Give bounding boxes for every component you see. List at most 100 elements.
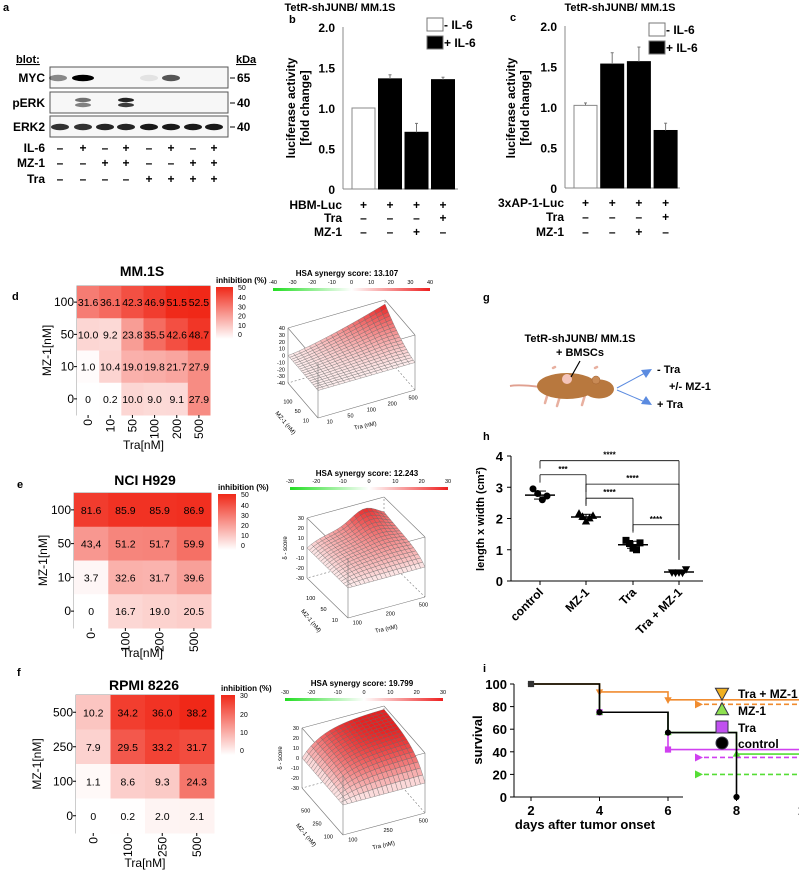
arrow-minus-tra	[616, 372, 646, 389]
condition-label: HBM-Luc	[289, 198, 342, 212]
marker-circle	[538, 496, 546, 504]
treatment-value: +	[210, 141, 217, 155]
x-tick-label: 0	[86, 837, 100, 844]
x-tick-label: 500	[408, 396, 417, 402]
heatmap-cell-value: 51.7	[149, 539, 170, 551]
heatmap-cell	[77, 350, 100, 384]
y-tick-label: 80	[493, 700, 507, 715]
condition-value: +	[582, 196, 589, 210]
y-axis-label-units: [fold change]	[518, 70, 532, 145]
treatment-value: +	[189, 172, 196, 186]
treatment-value: –	[80, 156, 87, 170]
heatmap-title: RPMI 8226	[109, 677, 179, 693]
heatmap-cell	[145, 729, 180, 765]
heatmap-cell	[143, 286, 167, 319]
heatmap-cell-value: 8.6	[120, 776, 135, 788]
z-tick-label: 0	[282, 354, 285, 360]
surface-patch	[340, 799, 348, 806]
marker-circle	[664, 729, 672, 736]
z-tick-label: 20	[279, 340, 285, 346]
marker-square	[527, 680, 535, 688]
heatmap-cell-value: 32.6	[115, 572, 136, 584]
pointer-line	[570, 360, 581, 378]
colorbar-label: inhibition (%)	[221, 684, 272, 693]
panel-label-f: f	[17, 667, 21, 679]
x-tick-label: 0	[84, 632, 98, 639]
mouse-head-icon	[584, 379, 614, 399]
condition-value: –	[662, 225, 669, 239]
protein-band	[205, 123, 223, 131]
condition-value: –	[387, 225, 394, 239]
colorbar-tick-label: 50	[238, 285, 246, 292]
heatmap-cell	[99, 382, 122, 416]
treatment-value: –	[146, 141, 153, 155]
significance-stars: ****	[626, 474, 639, 483]
treatment-value: –	[168, 156, 175, 170]
colorbar-label: inhibition (%)	[216, 276, 267, 285]
condition-value: +	[609, 196, 616, 210]
z-tick-label: 30	[293, 726, 299, 732]
x-tick-label: 250	[155, 837, 169, 857]
heatmap-cell	[165, 318, 189, 351]
heatmap-cell	[187, 286, 211, 319]
blot-strip-perk	[49, 91, 229, 114]
heatmap-cell-value: 19.0	[149, 606, 170, 618]
colorbar-tick-label: 40	[241, 503, 249, 510]
heatmap-cell-value: 10.0	[78, 329, 99, 341]
z-tick-label: -10	[291, 766, 299, 772]
heatmap-cell	[110, 695, 146, 730]
scale-tick-label: 20	[414, 690, 420, 696]
heatmap-cell	[108, 493, 143, 528]
x-tick-label: control	[507, 585, 546, 624]
scale-tick-label: 0	[367, 479, 370, 485]
synergy-color-scale	[273, 288, 430, 291]
marker-circle	[596, 709, 603, 716]
arrowhead-icon	[641, 396, 652, 405]
heatmap-e: NCI H929 81.6 85.9 85.9 86.9 43,4 51.2 51.7 59.9…	[36, 472, 269, 660]
condition-label: MZ-1	[536, 225, 564, 239]
x-tick-label: MZ-1	[562, 585, 592, 615]
condition-value: +	[360, 198, 367, 212]
bar	[351, 107, 376, 190]
heatmap-cell-value: 42.3	[122, 297, 143, 309]
z-tick-label: -40	[277, 381, 285, 387]
y-tick-label: 500	[53, 705, 73, 719]
synergy-title: HSA synergy score: 13.107	[296, 269, 399, 278]
y-tick-label: 100	[54, 295, 74, 309]
bar-chart-c: TetR-shJUNB/ MM.1S 0 0.5 1.0 1.5 2.0 luciferas…	[498, 2, 698, 239]
heatmap-cell	[77, 318, 100, 351]
heatmap-cell-value: 0.2	[120, 811, 135, 823]
heatmap-cell	[76, 695, 111, 730]
synergy-surface-f: HSA synergy score: 19.799 -30 -20 -10 0 10 20 3…	[278, 679, 446, 851]
mouse-tail-icon	[509, 384, 542, 388]
heatmap-cell	[187, 318, 211, 351]
treatment-value: –	[190, 141, 197, 155]
heatmap-cell-value: 9.3	[155, 776, 170, 788]
scale-tick-label: 20	[388, 280, 394, 286]
scale-tick-label: 0	[362, 690, 365, 696]
heatmap-cell-value: 36.0	[152, 707, 173, 719]
scale-tick-label: -20	[312, 479, 320, 485]
scale-tick-label: -30	[281, 690, 289, 696]
blot-row-label: ERK2	[13, 120, 45, 134]
condition-value: +	[413, 198, 420, 212]
condition-value: –	[360, 225, 367, 239]
heatmap-cell	[143, 350, 167, 384]
colorbar-tick-label: 0	[241, 543, 245, 550]
marker-circle	[529, 485, 537, 493]
x-tick-label: 100	[367, 408, 376, 414]
treatment-value: +	[167, 141, 174, 155]
heatmap-cell-value: 39.6	[184, 572, 205, 584]
y-tick-label: 100	[306, 596, 315, 602]
box-edge	[287, 382, 319, 419]
y-tick-label: 2.0	[318, 21, 335, 35]
tumor-site-icon	[562, 374, 572, 384]
protein-band	[51, 123, 69, 131]
treatment-value: –	[57, 156, 64, 170]
protein-band	[96, 123, 114, 131]
heatmap-cell-value: 9.2	[103, 329, 118, 341]
bar	[404, 131, 429, 190]
synergy-color-scale	[290, 487, 448, 490]
heatmap-cell-value: 48.7	[189, 329, 210, 341]
arrowhead-icon	[641, 369, 652, 378]
